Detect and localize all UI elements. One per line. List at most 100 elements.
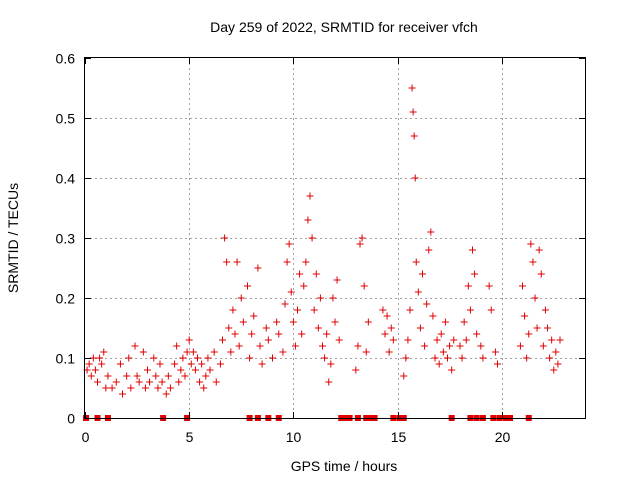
data-point [244, 282, 251, 290]
data-point [385, 348, 393, 356]
data-point [469, 246, 476, 254]
data-point [233, 258, 241, 266]
data-point [321, 354, 329, 362]
data-point [123, 372, 131, 380]
data-point [354, 342, 362, 350]
data-point [471, 270, 479, 278]
data-point [389, 336, 397, 344]
data-point [541, 306, 549, 314]
data-point [319, 342, 326, 350]
data-point [264, 336, 272, 344]
data-point [239, 318, 247, 326]
data-point [125, 354, 133, 362]
y-tick-label: 0.6 [56, 51, 76, 67]
data-point [404, 336, 412, 344]
data-point [419, 270, 426, 278]
data-point [335, 336, 343, 344]
data-point [423, 300, 431, 308]
data-point [531, 294, 539, 302]
data-point [306, 192, 314, 200]
axis-ticks: 0 0.1 0.2 0.3 0.4 0.5 0.6 0 5 10 15 20 [56, 51, 585, 445]
data-point [548, 336, 556, 344]
data-point [554, 360, 562, 368]
data-point [98, 360, 106, 368]
data-point [131, 342, 139, 350]
data-point [285, 240, 293, 248]
data-point [431, 354, 439, 362]
data-point [235, 342, 243, 350]
data-point [158, 378, 166, 386]
data-point [162, 390, 170, 398]
data-point [262, 324, 270, 332]
data-point [287, 288, 295, 296]
data-point [383, 312, 391, 320]
data-point [437, 330, 445, 338]
data-point [279, 348, 287, 356]
data-point [473, 330, 481, 338]
data-point [119, 390, 126, 398]
data-point [175, 378, 183, 386]
data-point [464, 282, 472, 290]
data-point [387, 324, 395, 332]
y-axis-label: SRMTID / TECUs [5, 183, 21, 293]
data-point [533, 324, 541, 332]
data-point [283, 258, 291, 266]
data-point [185, 336, 193, 344]
data-point [421, 342, 429, 350]
data-point [156, 360, 164, 368]
data-point [146, 378, 154, 386]
data-point [323, 330, 331, 338]
data-point [444, 354, 451, 362]
chart-title: Day 259 of 2022, SRMTID for receiver vfc… [210, 19, 478, 35]
data-point [550, 366, 558, 374]
data-point [466, 306, 474, 314]
data-point [360, 282, 368, 290]
y-tick-label: 0.5 [56, 111, 76, 127]
data-point [258, 360, 266, 368]
data-point [104, 372, 112, 380]
data-point [200, 384, 208, 392]
data-point [127, 384, 135, 392]
data-point [485, 282, 493, 290]
data-point [139, 348, 147, 356]
data-point [275, 330, 283, 338]
data-point [333, 276, 341, 284]
data-point [100, 348, 108, 356]
data-point [523, 354, 531, 362]
data-point [150, 354, 158, 362]
data-point [327, 360, 335, 368]
y-tick-label: 0.3 [56, 231, 76, 247]
data-point [546, 354, 554, 362]
data-point [556, 336, 564, 344]
data-point [256, 342, 264, 350]
y-tick-label: 0.1 [56, 351, 76, 367]
data-point [314, 324, 322, 332]
data-point [144, 366, 151, 374]
data-point [402, 354, 410, 362]
data-point [87, 372, 95, 380]
data-point [194, 354, 201, 362]
data-point [133, 372, 141, 380]
y-tick-label: 0.2 [56, 291, 76, 307]
data-point [316, 294, 324, 302]
data-point [154, 384, 162, 392]
data-point [152, 372, 160, 380]
data-point [409, 108, 417, 116]
data-point [108, 384, 116, 392]
data-point [410, 132, 418, 140]
data-point [183, 348, 191, 356]
data-point [96, 354, 104, 362]
data-point [516, 342, 524, 350]
data-point [206, 366, 214, 374]
data-point [181, 372, 189, 380]
data-point [273, 318, 281, 326]
data-point [219, 336, 226, 344]
data-point [171, 360, 179, 368]
data-point [411, 174, 419, 182]
data-point [479, 354, 487, 362]
data-point [325, 378, 333, 386]
data-point [331, 318, 339, 326]
x-axis-label: GPS time / hours [291, 458, 398, 474]
data-point [460, 318, 468, 326]
